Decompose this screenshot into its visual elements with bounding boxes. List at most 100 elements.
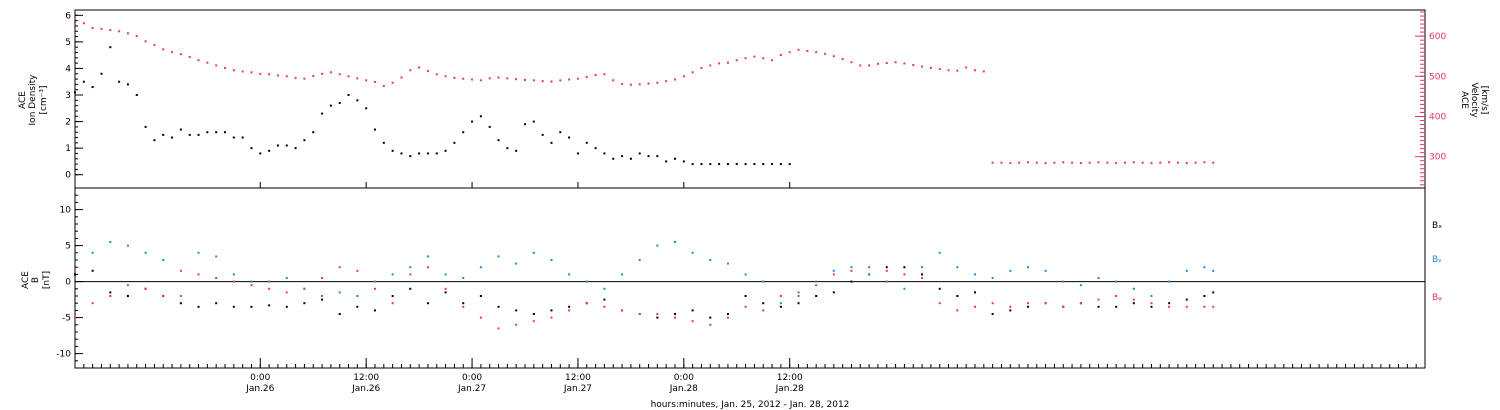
by-point <box>921 266 924 269</box>
density-point <box>382 141 385 144</box>
by-point <box>515 262 518 265</box>
bz-point <box>726 316 729 319</box>
velocity-point <box>1035 161 1038 164</box>
density-point <box>118 80 121 83</box>
by-point <box>444 273 447 276</box>
by-point <box>426 255 429 258</box>
velocity-point <box>338 73 341 76</box>
velocity-point <box>1088 161 1091 164</box>
velocity-point <box>726 61 729 64</box>
density-point <box>550 141 553 144</box>
bz-point <box>479 316 482 319</box>
bx-point <box>656 316 659 319</box>
density-point <box>347 94 350 97</box>
density-point <box>559 131 562 134</box>
bx-point <box>426 302 429 305</box>
velocity-point <box>1194 161 1197 164</box>
bx-point <box>885 266 888 269</box>
density-point <box>497 139 500 142</box>
bz-point <box>285 291 288 294</box>
density-point <box>321 112 324 115</box>
velocity-point <box>426 70 429 73</box>
bz-point <box>832 273 835 276</box>
density-point <box>691 163 694 166</box>
density-point <box>629 157 632 160</box>
density-point <box>753 163 756 166</box>
bz-point <box>850 269 853 272</box>
velocity-point <box>462 77 465 80</box>
top-right-ytick-label: 600 <box>1429 32 1446 42</box>
by-point <box>374 280 376 283</box>
velocity-point <box>753 55 756 58</box>
by-point <box>1115 280 1118 283</box>
density-point <box>435 152 438 155</box>
density-point <box>250 147 253 150</box>
by-point <box>868 273 871 276</box>
velocity-point <box>206 61 209 64</box>
density-point <box>788 163 791 166</box>
velocity-point <box>506 77 509 80</box>
density-point <box>621 155 624 158</box>
bz-point <box>532 320 535 323</box>
density-point <box>285 144 288 147</box>
density-point <box>171 136 174 139</box>
velocity-point <box>674 78 676 81</box>
by-point <box>815 280 818 283</box>
by-point <box>726 262 729 265</box>
density-point <box>771 163 774 166</box>
density-point <box>488 125 491 128</box>
by-point <box>903 287 906 290</box>
velocity-point <box>241 70 244 73</box>
velocity-point <box>179 53 182 56</box>
by-point <box>321 295 324 297</box>
velocity-point <box>471 78 474 81</box>
velocity-point <box>771 59 774 62</box>
velocity-point <box>224 66 226 69</box>
bx-point <box>285 305 288 308</box>
bz-point <box>868 266 871 269</box>
velocity-point <box>329 71 332 74</box>
velocity-point <box>1150 162 1153 165</box>
bottom-ylabel-line3: [nT] <box>42 271 52 289</box>
bx-point <box>956 295 959 297</box>
velocity-point <box>709 64 712 67</box>
density-point <box>329 104 332 107</box>
velocity-point <box>568 78 571 81</box>
bz-point <box>409 273 412 276</box>
density-point <box>338 101 341 104</box>
bx-point <box>250 305 253 308</box>
density-point <box>568 136 571 139</box>
density-point <box>471 120 474 123</box>
density-point <box>744 163 747 166</box>
density-point <box>444 149 447 152</box>
bx-point <box>303 302 306 305</box>
by-point <box>638 259 641 261</box>
bx-point <box>1026 305 1029 308</box>
x-tick-time-label: 12:00 <box>777 373 803 383</box>
velocity-point <box>144 40 147 43</box>
velocity-point <box>797 48 800 51</box>
density-point <box>603 152 606 155</box>
top-left-ylabel-line1: ACE <box>18 91 28 109</box>
velocity-point <box>788 51 791 54</box>
x-tick-time-label: 0:00 <box>674 373 694 383</box>
velocity-point <box>815 51 818 54</box>
top-right-ylabel-line3: [km/s] <box>1479 86 1489 115</box>
by-point <box>744 273 747 276</box>
bz-point <box>74 316 76 319</box>
x-tick-date-label: Jan.28 <box>775 384 804 394</box>
density-point <box>612 157 615 160</box>
bx-point <box>903 266 906 269</box>
bx-point <box>1097 305 1100 308</box>
by-point <box>603 287 606 290</box>
top-panel-frame <box>74 9 1426 189</box>
velocity-point <box>488 77 491 80</box>
bz-point <box>232 280 235 283</box>
bx-point <box>1185 298 1188 301</box>
bz-point <box>109 295 112 297</box>
velocity-point <box>162 48 165 51</box>
bx-point <box>338 313 341 315</box>
density-point <box>462 131 465 134</box>
bottom-ytick-label: 5 <box>65 242 71 252</box>
